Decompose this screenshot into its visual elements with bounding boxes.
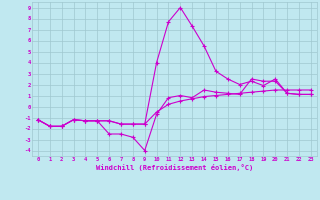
X-axis label: Windchill (Refroidissement éolien,°C): Windchill (Refroidissement éolien,°C) bbox=[96, 164, 253, 171]
